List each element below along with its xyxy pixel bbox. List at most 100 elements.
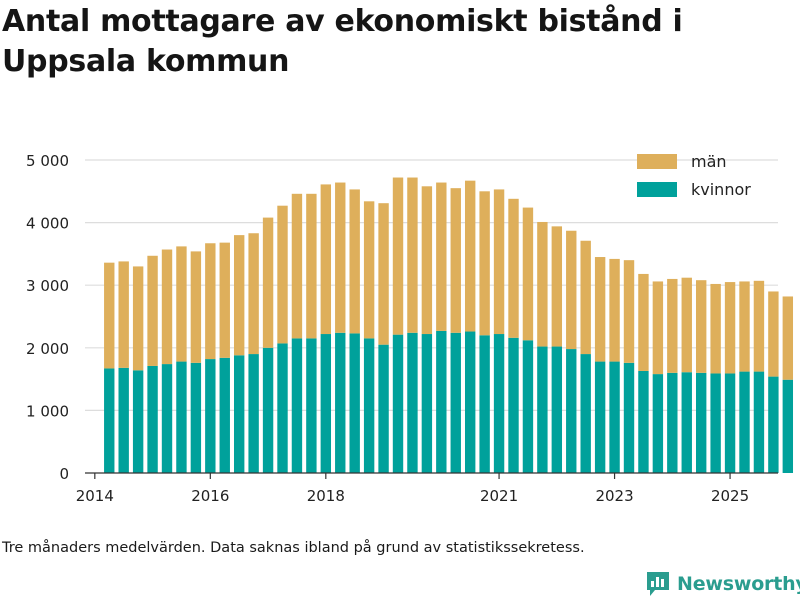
- legend-label-man: män: [691, 152, 727, 171]
- bar-kvinnor: [233, 355, 245, 473]
- legend: män kvinnor: [637, 152, 751, 199]
- y-tick-label: 3 000: [26, 277, 69, 295]
- newsworthy-logo[interactable]: Newsworthy: [645, 568, 800, 600]
- bar-kvinnor: [724, 373, 736, 473]
- y-tick-label: 4 000: [26, 215, 69, 233]
- bar-kvinnor: [537, 346, 548, 473]
- bar-man: [551, 226, 563, 347]
- y-tick-label: 2 000: [26, 340, 69, 358]
- bar-man: [132, 266, 144, 371]
- legend-label-kvinnor: kvinnor: [691, 180, 751, 199]
- bar-kvinnor: [161, 364, 173, 473]
- bar-kvinnor: [349, 333, 360, 473]
- bar-kvinnor: [421, 334, 433, 473]
- bar-man: [609, 258, 620, 362]
- bar-man: [782, 296, 794, 380]
- bar-kvinnor: [176, 361, 187, 473]
- bar-man: [724, 282, 736, 374]
- x-axis-labels: 2014 2016 2018 2021 2023 2025: [76, 487, 749, 505]
- bar-kvinnor: [479, 335, 490, 473]
- bar-kvinnor: [667, 372, 678, 473]
- bar-man: [306, 193, 317, 339]
- bar-man: [320, 184, 332, 335]
- chart-title: Antal mottagare av ekonomiskt bistånd i …: [2, 4, 683, 79]
- bar-kvinnor: [306, 338, 317, 473]
- bar-kvinnor: [681, 372, 692, 473]
- x-tick-label: 2018: [307, 487, 345, 505]
- bar-kvinnor: [652, 374, 664, 473]
- bar-man: [681, 277, 692, 373]
- bar-kvinnor: [609, 361, 620, 473]
- bar-man: [479, 191, 490, 336]
- bar-man: [349, 189, 360, 334]
- bar-kvinnor: [436, 330, 447, 473]
- bar-man: [161, 249, 173, 365]
- bar-man: [407, 177, 418, 333]
- bar-kvinnor: [623, 362, 635, 473]
- bar-kvinnor: [118, 367, 129, 473]
- bar-man: [436, 182, 447, 331]
- bar-kvinnor: [219, 357, 230, 473]
- legend-swatch-man: [637, 154, 677, 169]
- bar-man: [378, 203, 389, 345]
- bar-kvinnor: [262, 347, 274, 473]
- bar-man: [291, 193, 303, 339]
- bars: [104, 177, 794, 473]
- bar-man: [233, 235, 245, 356]
- bar-man: [594, 257, 606, 362]
- x-tick-label: 2023: [595, 487, 633, 505]
- bar-kvinnor: [464, 331, 476, 473]
- bar-man: [710, 283, 721, 374]
- x-tick-label: 2025: [711, 487, 749, 505]
- legend-swatch-kvinnor: [637, 182, 677, 197]
- bar-kvinnor: [493, 334, 505, 473]
- bar-kvinnor: [551, 346, 563, 473]
- bar-man: [753, 280, 765, 372]
- bar-man: [450, 188, 461, 333]
- bar-man: [652, 281, 664, 375]
- bar-man: [176, 246, 187, 362]
- bar-kvinnor: [768, 376, 779, 473]
- bar-kvinnor: [753, 371, 765, 473]
- axes: [85, 472, 778, 479]
- brand-name: Newsworthy: [677, 573, 800, 595]
- bar-man: [768, 291, 779, 377]
- bar-man: [363, 201, 375, 339]
- bar-man: [248, 233, 259, 355]
- bar-kvinnor: [132, 370, 144, 473]
- y-tick-label: 1 000: [26, 402, 69, 420]
- bar-kvinnor: [291, 338, 303, 473]
- bar-kvinnor: [695, 372, 707, 473]
- bar-man: [667, 278, 678, 373]
- bar-man: [566, 230, 577, 350]
- footnote: Tre månaders medelvärden. Data saknas ib…: [2, 540, 585, 556]
- bar-kvinnor: [190, 362, 202, 473]
- bar-man: [623, 260, 635, 363]
- bar-kvinnor: [782, 379, 794, 473]
- bar-man: [638, 273, 649, 371]
- bar-man: [695, 280, 707, 373]
- bar-man: [335, 182, 346, 333]
- x-tick-label: 2014: [76, 487, 114, 505]
- bar-man: [147, 255, 158, 366]
- bar-man: [392, 177, 404, 335]
- y-tick-label: 5 000: [26, 152, 69, 170]
- bar-kvinnor: [566, 349, 577, 473]
- bar-kvinnor: [710, 373, 721, 473]
- bar-man: [522, 207, 534, 341]
- bar-kvinnor: [363, 338, 375, 473]
- bar-kvinnor: [392, 334, 404, 473]
- bar-kvinnor: [320, 334, 332, 473]
- bar-kvinnor: [147, 365, 158, 473]
- x-tick-label: 2021: [480, 487, 518, 505]
- bar-man: [118, 261, 129, 368]
- bar-kvinnor: [580, 354, 591, 473]
- bar-man: [262, 217, 274, 348]
- bar-kvinnor: [594, 361, 606, 473]
- bar-man: [508, 198, 519, 338]
- y-axis-labels: 0 1 000 2 000 3 000 4 000 5 000: [26, 152, 69, 483]
- bar-man: [580, 240, 591, 355]
- bar-kvinnor: [378, 344, 389, 473]
- bar-man: [464, 180, 476, 332]
